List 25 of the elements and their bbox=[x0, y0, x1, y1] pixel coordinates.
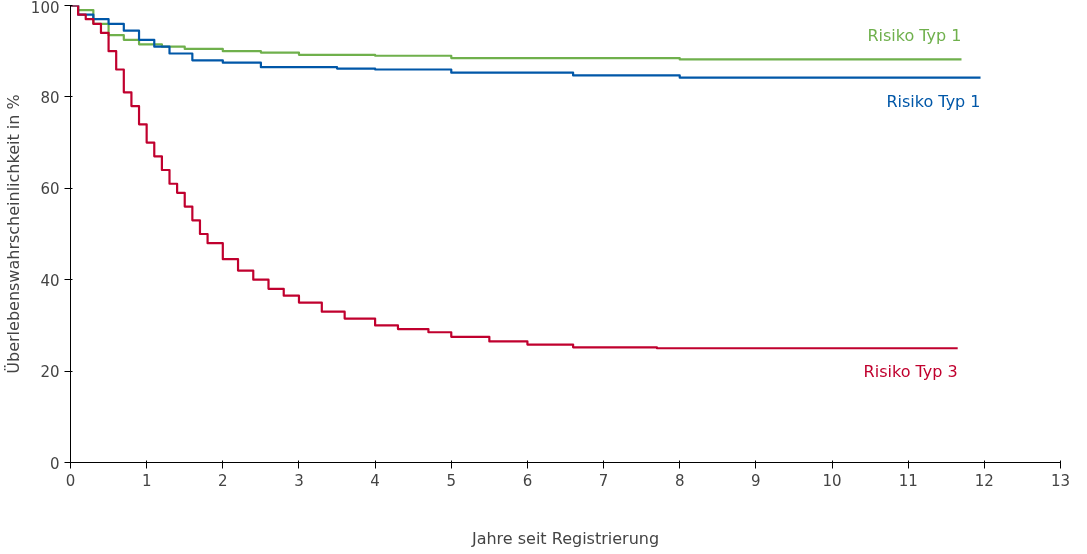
x-tick-label: 9 bbox=[751, 471, 761, 490]
x-tick-label: 6 bbox=[522, 471, 533, 490]
x-tick-label: 12 bbox=[974, 471, 994, 490]
x-tick-label: 10 bbox=[822, 471, 842, 490]
x-axis-title: Jahre seit Registrierung bbox=[470, 528, 660, 548]
x-tick-label: 8 bbox=[674, 471, 685, 490]
x-tick-label: 7 bbox=[598, 471, 609, 490]
series-label: Risiko Typ 1 bbox=[867, 26, 962, 46]
y-tick-label: 80 bbox=[40, 88, 60, 107]
y-tick-label: 60 bbox=[40, 180, 60, 199]
x-tick-label: 11 bbox=[898, 471, 918, 490]
x-tick-label: 13 bbox=[1050, 471, 1071, 490]
x-tick-label: 3 bbox=[294, 471, 304, 490]
x-tick-label: 2 bbox=[218, 471, 228, 490]
x-tick-label: 4 bbox=[370, 471, 380, 490]
x-tick-label: 5 bbox=[446, 471, 457, 490]
series-label: Risiko Typ 3 bbox=[863, 362, 958, 382]
y-axis-title: Überlebenswahrscheinlichkeit in % bbox=[3, 94, 23, 374]
x-tick-label: 0 bbox=[65, 471, 76, 490]
y-tick-label: 20 bbox=[40, 363, 60, 382]
series-label: Risiko Typ 1 bbox=[886, 91, 981, 111]
y-tick-label: 40 bbox=[40, 271, 60, 290]
y-tick-label: 0 bbox=[49, 454, 60, 473]
x-tick-label: 1 bbox=[141, 471, 152, 490]
y-tick-label: 100 bbox=[30, 0, 60, 17]
